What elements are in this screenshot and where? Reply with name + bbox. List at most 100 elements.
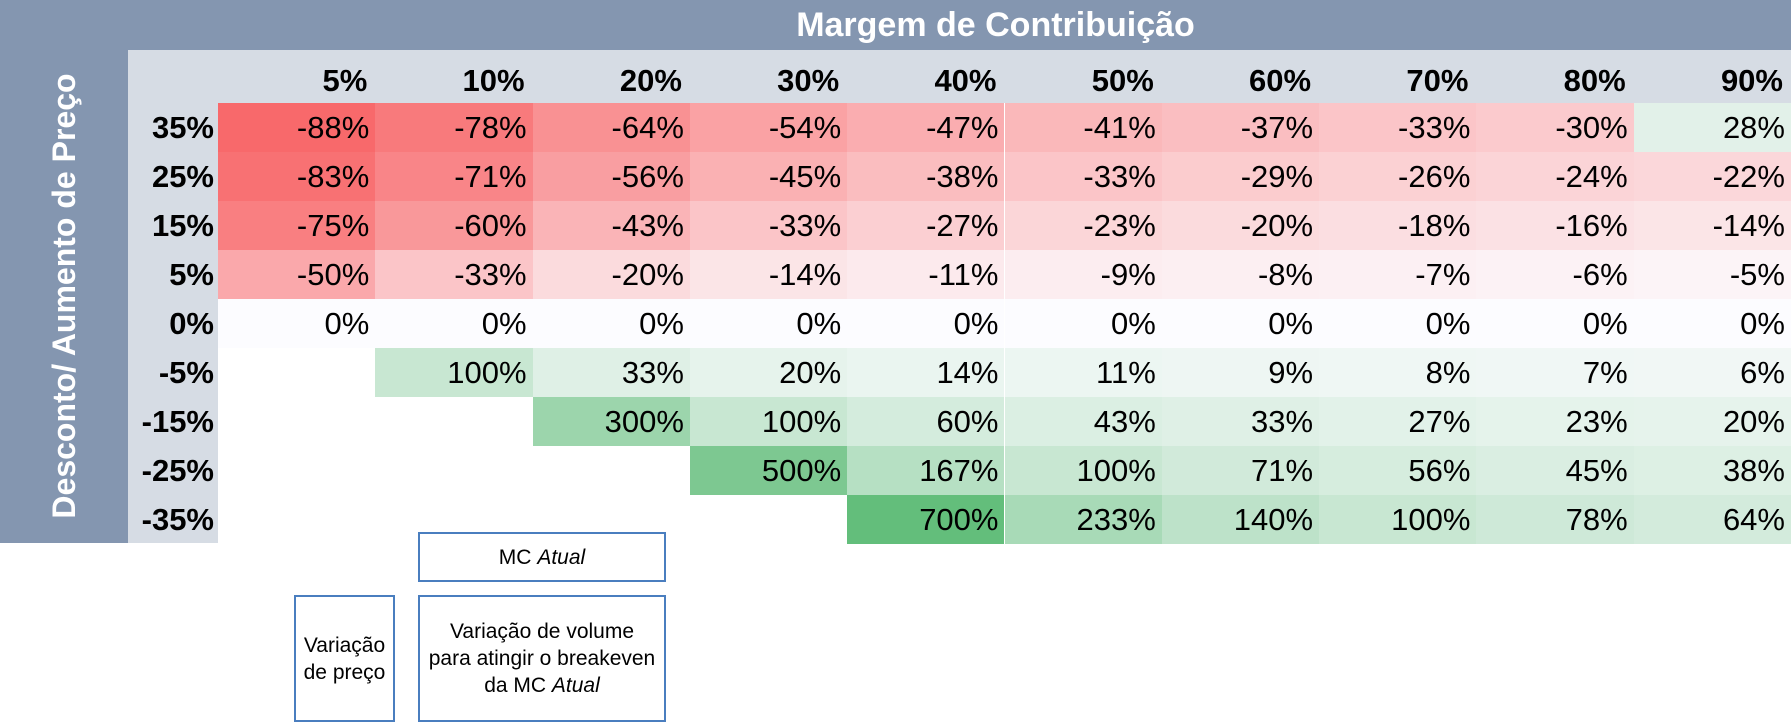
column-label: 30%	[777, 63, 840, 98]
row-label: 25%	[151, 159, 214, 194]
heatmap-cell: 233%	[1004, 495, 1162, 544]
heatmap-cell: -11%	[847, 250, 1005, 299]
column-label: 40%	[934, 63, 997, 98]
heatmap-cell: -56%	[532, 152, 690, 201]
row-label: -35%	[141, 502, 214, 537]
heatmap-cell: 0%	[218, 299, 376, 348]
column-label: 50%	[1091, 63, 1154, 98]
heatmap-cell: -33%	[375, 250, 533, 299]
heatmap-cell: 43%	[1004, 397, 1162, 446]
heatmap-cell: 20%	[689, 348, 848, 397]
legend-mc-emphasis: Atual	[537, 545, 586, 569]
column-label: 20%	[619, 63, 682, 98]
heatmap-cell: 300%	[532, 397, 690, 446]
heatmap-cell: 0%	[532, 299, 690, 348]
column-label: 60%	[1249, 63, 1312, 98]
heatmap-cell: 20%	[1633, 397, 1791, 446]
heatmap-cell: -33%	[1004, 152, 1162, 201]
heatmap-cell: -60%	[375, 201, 533, 250]
row-label: 35%	[151, 110, 214, 145]
heatmap-cell: 33%	[1161, 397, 1320, 446]
heatmap-cell: -75%	[218, 201, 376, 250]
heatmap-cell: -22%	[1633, 152, 1791, 201]
heatmap-cell: 11%	[1004, 348, 1162, 397]
chart-title-text: Margem de Contribuição	[796, 5, 1195, 44]
heatmap-cell: 140%	[1161, 495, 1320, 544]
row-label: -15%	[141, 404, 214, 439]
column-label: 80%	[1563, 63, 1626, 98]
heatmap-cell: 700%	[847, 495, 1005, 544]
heatmap-cell: -5%	[1633, 250, 1791, 299]
heatmap-cell: 100%	[1004, 446, 1162, 495]
column-label: 70%	[1406, 63, 1469, 98]
heatmap-cell: -47%	[847, 103, 1005, 152]
heatmap-cell: -45%	[689, 152, 848, 201]
heatmap-cell: -43%	[532, 201, 690, 250]
row-label: -25%	[141, 453, 214, 488]
heatmap-cell: -6%	[1476, 250, 1634, 299]
heatmap-cell: 71%	[1161, 446, 1320, 495]
heatmap-cell: -20%	[1161, 201, 1320, 250]
heatmap-cell: 8%	[1319, 348, 1477, 397]
legend-price-text: Variação de preço	[303, 633, 386, 684]
heatmap-cell: 64%	[1633, 495, 1791, 544]
heatmap-cell: 45%	[1476, 446, 1634, 495]
heatmap-cell: 56%	[1319, 446, 1477, 495]
heatmap-cell: 28%	[1633, 103, 1791, 152]
heatmap-cell: 0%	[847, 299, 1005, 348]
heatmap-cell: -64%	[532, 103, 690, 152]
heatmap-cell: -29%	[1161, 152, 1320, 201]
heatmap-cell: 100%	[375, 348, 533, 397]
heatmap-cell: -8%	[1161, 250, 1320, 299]
row-label: -5%	[158, 355, 214, 390]
heatmap-cell: -24%	[1476, 152, 1634, 201]
heatmap-cell: -20%	[532, 250, 690, 299]
heatmap-cell: -14%	[1633, 201, 1791, 250]
heatmap-cell: 14%	[847, 348, 1005, 397]
chart-title: Margem de Contribuição	[0, 0, 1791, 50]
heatmap-cell: -27%	[847, 201, 1005, 250]
heatmap-cell: -7%	[1319, 250, 1477, 299]
legend-volume-variation-box: Variação de volume para atingir o breake…	[418, 595, 666, 722]
heatmap-cell: 0%	[375, 299, 533, 348]
column-label: 90%	[1720, 63, 1783, 98]
heatmap-cell: -71%	[375, 152, 533, 201]
row-header-band	[128, 50, 218, 543]
heatmap-cell: 23%	[1476, 397, 1634, 446]
heatmap-cell: -83%	[218, 152, 376, 201]
heatmap-cell: 100%	[1319, 495, 1477, 544]
heatmap-cell: 7%	[1476, 348, 1634, 397]
heatmap-cell: 0%	[1633, 299, 1791, 348]
heatmap-cell: -14%	[689, 250, 848, 299]
legend-current-margin-box: MC Atual	[418, 532, 666, 582]
heatmap-cell: 0%	[689, 299, 848, 348]
row-axis-bar	[0, 50, 128, 543]
heatmap-cell: 0%	[1476, 299, 1634, 348]
heatmap-cell: 0%	[1319, 299, 1477, 348]
legend-price-variation-box: Variação de preço	[294, 595, 395, 722]
heatmap-cell: -38%	[847, 152, 1005, 201]
heatmap-cell: -33%	[1319, 103, 1477, 152]
row-label: 15%	[151, 208, 214, 243]
heatmap-cell: 100%	[689, 397, 848, 446]
heatmap-cell: 167%	[847, 446, 1005, 495]
heatmap-cell: -78%	[375, 103, 533, 152]
column-label: 5%	[322, 63, 368, 98]
heatmap-cell: -23%	[1004, 201, 1162, 250]
heatmap-cell: -41%	[1004, 103, 1162, 152]
heatmap-cell: -88%	[218, 103, 376, 152]
column-header-band	[128, 50, 1791, 103]
heatmap-cell: 6%	[1633, 348, 1791, 397]
heatmap-cell: 78%	[1476, 495, 1634, 544]
heatmap-cell: 60%	[847, 397, 1005, 446]
heatmap-cell: 0%	[1004, 299, 1162, 348]
heatmap-cell: -26%	[1319, 152, 1477, 201]
heatmap-cell: -50%	[218, 250, 376, 299]
heatmap-cell: 0%	[1161, 299, 1320, 348]
heatmap-cell: -16%	[1476, 201, 1634, 250]
row-label: 0%	[169, 306, 214, 341]
heatmap-cell: -18%	[1319, 201, 1477, 250]
row-axis-title: Desconto/ Aumento de Preço	[46, 73, 82, 519]
heatmap-cell: -54%	[689, 103, 848, 152]
heatmap-cell: -37%	[1161, 103, 1320, 152]
